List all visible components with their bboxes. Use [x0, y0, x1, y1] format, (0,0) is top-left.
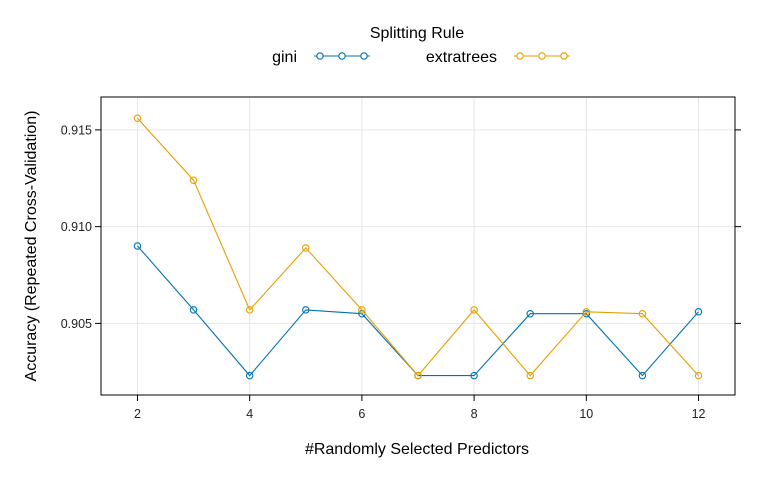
series-line-extratrees: [137, 117, 699, 377]
x-tick-label: 6: [358, 407, 365, 421]
data-point-extratrees: [133, 114, 142, 123]
legend-marker-extratrees: [560, 52, 568, 60]
legend-item-extratrees: extratrees: [426, 49, 570, 66]
data-point-extratrees: [302, 244, 310, 252]
legend-marker-extratrees: [516, 52, 524, 60]
series-layer: [133, 114, 703, 380]
x-axis-title: #Randomly Selected Predictors: [305, 441, 529, 458]
legend: Splitting Rule gini extratrees: [272, 25, 570, 66]
data-point-extratrees: [638, 309, 647, 318]
y-tick-label: 0.910: [61, 220, 92, 234]
legend-title: Splitting Rule: [370, 25, 464, 42]
y-tick-label: 0.905: [61, 317, 92, 331]
data-point-extratrees: [582, 308, 591, 316]
data-point-gini: [189, 306, 198, 314]
series-extratrees: [133, 114, 703, 380]
data-point-gini: [694, 308, 703, 316]
data-point-extratrees: [414, 371, 422, 380]
x-tick-label: 4: [246, 407, 253, 421]
x-tick-label: 2: [134, 407, 141, 421]
data-point-extratrees: [245, 306, 254, 314]
x-tick-label: 8: [471, 407, 478, 421]
legend-marker-gini: [338, 52, 346, 60]
x-tick-label: 12: [692, 407, 706, 421]
series-gini: [133, 242, 703, 380]
data-point-extratrees: [526, 371, 534, 380]
series-line-gini: [137, 245, 699, 377]
data-point-gini: [133, 242, 142, 250]
data-point-gini: [638, 371, 647, 380]
axis-ticks: 2 4 6 8 10 12 0.905 0.910 0.915: [61, 123, 741, 421]
legend-marker-gini: [360, 52, 368, 60]
y-tick-label: 0.915: [61, 123, 92, 137]
gridlines: [101, 97, 735, 395]
data-point-gini: [470, 371, 478, 380]
data-point-extratrees: [358, 306, 366, 314]
data-point-extratrees: [470, 306, 478, 314]
legend-label-extratrees: extratrees: [426, 49, 497, 66]
legend-item-gini: gini: [272, 49, 370, 66]
data-point-extratrees: [189, 176, 198, 184]
data-point-gini: [302, 306, 310, 314]
legend-label-gini: gini: [272, 49, 297, 66]
data-point-gini: [245, 371, 254, 380]
x-tick-label: 10: [579, 407, 593, 421]
legend-marker-extratrees: [538, 52, 546, 60]
legend-marker-gini: [316, 52, 324, 60]
data-point-gini: [526, 309, 534, 318]
y-axis-title: Accuracy (Repeated Cross-Validation): [23, 111, 40, 382]
plot-panel: [100, 96, 736, 396]
data-point-extratrees: [694, 371, 703, 380]
